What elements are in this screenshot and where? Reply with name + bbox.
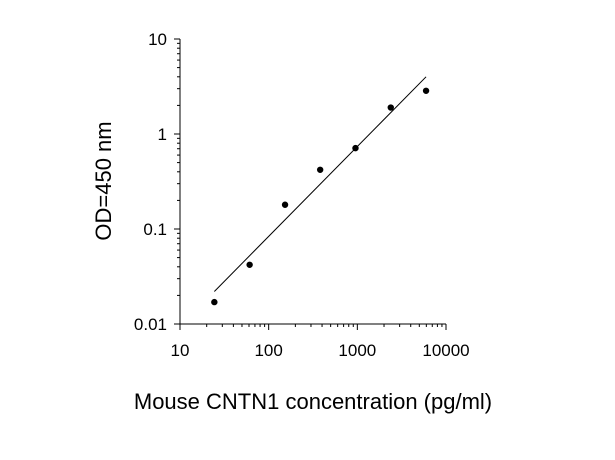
axes — [179, 39, 446, 325]
data-points — [211, 87, 430, 306]
data-point — [352, 144, 359, 152]
y-tick-label: 0.1 — [143, 220, 167, 239]
x-tick-label: 10000 — [422, 341, 469, 360]
x-axis-ticks: 10 100 1000 10000 — [171, 324, 470, 360]
y-axis-title: OD=450 nm — [91, 121, 116, 240]
data-point — [211, 298, 218, 306]
x-tick-label: 100 — [254, 341, 282, 360]
y-tick-label: 0.01 — [134, 315, 167, 334]
data-point — [316, 166, 324, 173]
fit-line — [213, 76, 427, 292]
data-point — [246, 261, 253, 268]
data-point — [422, 87, 430, 94]
data-point — [281, 201, 289, 208]
x-tick-label: 10 — [171, 341, 190, 360]
y-tick-label: 10 — [148, 30, 167, 49]
y-axis-ticks: 0.01 0.1 1 10 — [134, 30, 180, 334]
fit-line-group — [213, 76, 427, 292]
x-axis-title: Mouse CNTN1 concentration (pg/ml) — [134, 389, 492, 414]
y-tick-label: 1 — [158, 125, 167, 144]
x-tick-label: 1000 — [338, 341, 376, 360]
data-point — [387, 104, 394, 111]
